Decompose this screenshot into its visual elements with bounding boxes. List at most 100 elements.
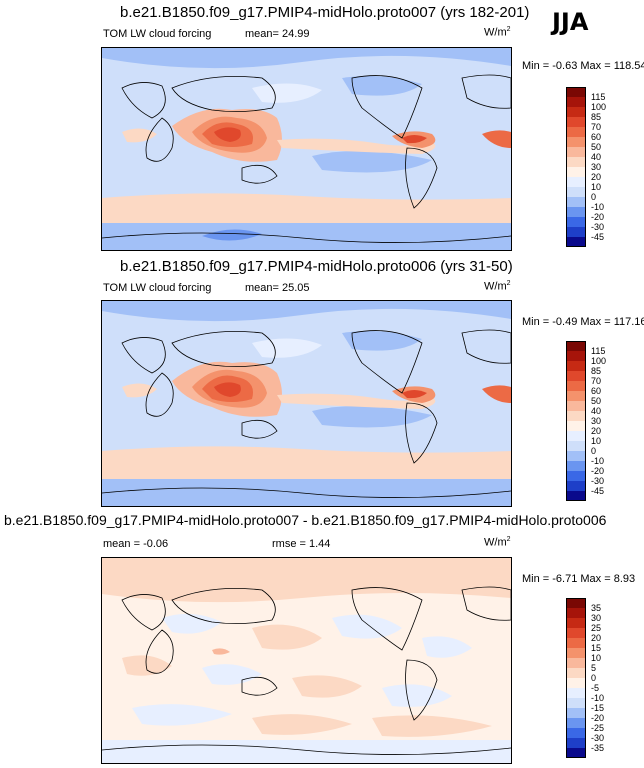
- panel2-level-label: 0: [591, 446, 597, 456]
- panel1-level-label: -45: [591, 232, 605, 242]
- panel1-swatch: [566, 177, 586, 187]
- panel1-level-label: 30: [591, 162, 602, 172]
- panel3-units: W/m2: [484, 536, 511, 549]
- panel1-antarctic-low: [202, 229, 262, 241]
- panel3-level-label: -20: [591, 713, 605, 723]
- panel3-level-label: 0: [591, 673, 597, 683]
- panel2-coastlines: [102, 329, 511, 498]
- panel1-nw-pacific-patch: [252, 83, 322, 103]
- panel2-map: [101, 300, 512, 507]
- panel2-mean-value: 25.05: [282, 282, 310, 294]
- panel3-cool-patch-5: [382, 684, 452, 707]
- panel3-swatch: [566, 618, 586, 628]
- panel1-level-label: 115: [591, 92, 606, 102]
- panel2-swatch: [566, 441, 586, 451]
- panel3-minmax: Min = -6.71 Max = 8.93: [522, 573, 636, 585]
- panel1-southern-band: [102, 193, 511, 223]
- panel1-central-america-core: [402, 135, 427, 144]
- panel1-map: [101, 47, 512, 251]
- panel3-swatch: [566, 738, 586, 748]
- panel1-level-label: 70: [591, 122, 602, 132]
- panel2-level-label: 50: [591, 396, 602, 406]
- panel2-colorbar-top: [566, 341, 586, 342]
- panel1-africa-high: [482, 130, 511, 148]
- panel2-swatch: [566, 381, 586, 391]
- panel1-antarctic-band: [102, 223, 511, 250]
- panel1-mean-value: 24.99: [282, 28, 310, 40]
- panel1-mean: mean= 24.99: [245, 28, 310, 40]
- panel3-swatch: [566, 668, 586, 678]
- panel2-level-label: -45: [591, 486, 605, 496]
- panel1-level-label: 0: [591, 192, 597, 202]
- panel3-level-label: -25: [591, 723, 605, 733]
- panel3-swatch: [566, 718, 586, 728]
- panel3-map-svg: [102, 558, 511, 763]
- panel1-swatch: [566, 157, 586, 167]
- panel3-swatch: [566, 608, 586, 618]
- panel2-swatch: [566, 371, 586, 381]
- panel3-level-label: -10: [591, 693, 605, 703]
- panel2-se-pacific-low: [312, 405, 432, 428]
- panel1-se-pacific-low: [312, 150, 432, 173]
- panel2-level-label: 85: [591, 366, 602, 376]
- panel1-swatch: [566, 117, 586, 127]
- panel1-level-label: 20: [591, 172, 602, 182]
- panel3-rmse-label: rmse =: [272, 538, 306, 550]
- panel2-minmax: Min = -0.49 Max = 117.16: [522, 316, 644, 328]
- panel2-swatch: [566, 421, 586, 431]
- panel2-map-svg: [102, 301, 511, 506]
- panel3-warm-patch-3: [292, 675, 362, 698]
- panel1-swatch: [566, 87, 586, 97]
- panel1-swatch: [566, 167, 586, 177]
- panel2-swatch: [566, 431, 586, 441]
- panel3-swatch: [566, 698, 586, 708]
- panel1-swatch: [566, 127, 586, 137]
- panel3-level-label: 15: [591, 643, 602, 653]
- panel3-level-label: 5: [591, 663, 597, 673]
- panel1-units-exp: 2: [506, 26, 511, 33]
- panel3-swatch: [566, 598, 586, 608]
- panel2-variable: TOM LW cloud forcing: [103, 282, 212, 294]
- panel1-level-label: 100: [591, 102, 607, 112]
- panel2-swatch: [566, 451, 586, 461]
- panel2-units-base: W/m: [484, 280, 507, 293]
- panel3-units-base: W/m: [484, 536, 507, 549]
- panel2-southern-band: [102, 446, 511, 479]
- panel2-swatch: [566, 471, 586, 481]
- panel3-swatch: [566, 658, 586, 668]
- panel1-title: b.e21.B1850.f09_g17.PMIP4-midHolo.proto0…: [120, 4, 530, 21]
- panel3-cool-patch-3: [422, 636, 472, 658]
- panel2-swatch: [566, 401, 586, 411]
- panel1-mean-label: mean=: [245, 28, 279, 40]
- panel2-swatch: [566, 361, 586, 371]
- panel3-cool-patch-4: [202, 664, 262, 685]
- panel1-swatch: [566, 227, 586, 237]
- panel1-colorbar-top: [566, 87, 586, 88]
- panel3-warm-patch-4: [252, 714, 352, 735]
- panel1-level-label: 50: [591, 142, 602, 152]
- panel3-rmse: rmse = 1.44: [272, 538, 330, 550]
- panel3-swatch: [566, 728, 586, 738]
- panel3-warm-patch-5: [372, 715, 492, 737]
- panel2-level-label: -10: [591, 456, 605, 466]
- panel2-level-label: -20: [591, 466, 605, 476]
- panel1-level-label: 40: [591, 152, 602, 162]
- panel2-level-label: 115: [591, 346, 606, 356]
- panel1-level-label: -30: [591, 222, 605, 232]
- panel1-level-label: 60: [591, 132, 602, 142]
- panel1-swatch: [566, 207, 586, 217]
- panel3-colorbar-top: [566, 598, 586, 599]
- panel3-level-label: 25: [591, 623, 602, 633]
- panel1-level-label: 85: [591, 112, 602, 122]
- panel3-warm-patch-1: [252, 624, 322, 650]
- panel2-level-label: 40: [591, 406, 602, 416]
- panel2-title: b.e21.B1850.f09_g17.PMIP4-midHolo.proto0…: [120, 258, 513, 275]
- panel1-level-label: -20: [591, 212, 605, 222]
- panel2-central-america-core: [402, 390, 427, 399]
- panel3-level-label: -30: [591, 733, 605, 743]
- panel2-itcz-band: [277, 393, 436, 409]
- panel2-swatch: [566, 491, 586, 501]
- panel3-title: b.e21.B1850.f09_g17.PMIP4-midHolo.proto0…: [4, 512, 607, 528]
- panel1-units: W/m2: [484, 26, 511, 39]
- panel1-swatch: [566, 147, 586, 157]
